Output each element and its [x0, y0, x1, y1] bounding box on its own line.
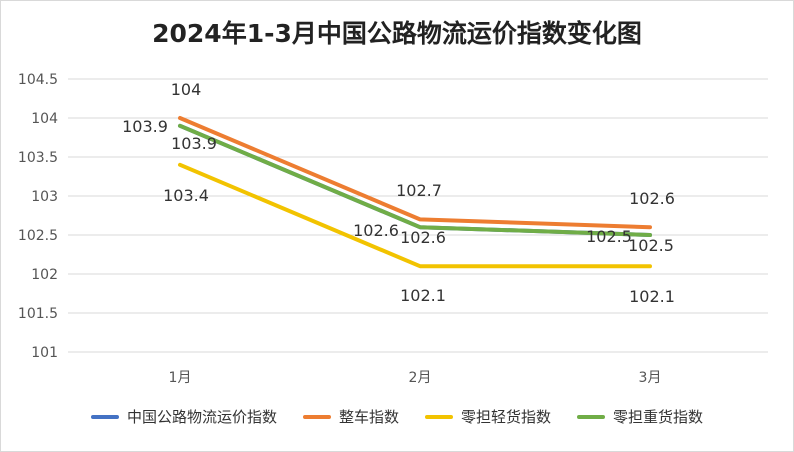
- data-label: 103.9: [122, 117, 168, 136]
- legend-swatch: [425, 414, 453, 419]
- data-label: 102.5: [628, 236, 674, 255]
- data-label: 102.7: [396, 181, 442, 200]
- legend-label: 中国公路物流运价指数: [126, 408, 277, 426]
- legend-item: 零担重货指数: [577, 406, 703, 427]
- data-label: 102.6: [629, 189, 675, 208]
- x-tick-label: 3月: [639, 370, 662, 386]
- legend-swatch: [302, 414, 331, 419]
- data-label: 102.6: [400, 228, 446, 247]
- y-tick-label: 101: [31, 345, 58, 361]
- legend-swatch: [577, 414, 606, 419]
- series-line: [178, 162, 652, 269]
- y-tick-label: 103.5: [18, 150, 58, 166]
- series-lines: [178, 116, 652, 269]
- y-tick-label: 103: [31, 189, 58, 205]
- data-label: 104: [171, 80, 202, 99]
- y-tick-label: 104: [31, 111, 58, 127]
- data-label: 103.4: [163, 186, 209, 205]
- y-tick-label: 102.5: [18, 228, 58, 244]
- data-label: 102.6: [353, 221, 399, 240]
- legend-label: 零担轻货指数: [461, 408, 552, 426]
- y-tick-label: 101.5: [18, 306, 58, 322]
- gridlines: [68, 78, 768, 353]
- y-axis-labels: 101 101.5 102 102.5 103 103.5 104 104.5: [18, 72, 58, 361]
- legend-item: 零担轻货指数: [425, 406, 551, 427]
- legend-item: 中国公路物流运价指数: [90, 406, 277, 427]
- y-tick-label: 104.5: [18, 72, 58, 88]
- data-label: 103.9: [171, 134, 217, 153]
- data-label: 102.1: [400, 286, 446, 305]
- legend-label: 零担重货指数: [613, 408, 704, 426]
- data-label: 102.5: [586, 227, 632, 246]
- series-line: [178, 116, 652, 230]
- legend-label: 整车指数: [338, 408, 399, 426]
- chart-title: 2024年1-3月中国公路物流运价指数变化图: [152, 19, 642, 48]
- y-tick-label: 102: [31, 267, 58, 283]
- series-line: [178, 123, 652, 237]
- x-axis-labels: 1月 2月 3月: [169, 370, 662, 386]
- x-tick-label: 1月: [169, 370, 192, 386]
- legend-item: 整车指数: [302, 406, 399, 427]
- legend: 中国公路物流运价指数 整车指数 零担轻货指数 零担重货指数: [0, 406, 794, 427]
- data-label: 102.1: [629, 287, 675, 306]
- legend-swatch: [90, 414, 119, 419]
- x-tick-label: 2月: [409, 370, 432, 386]
